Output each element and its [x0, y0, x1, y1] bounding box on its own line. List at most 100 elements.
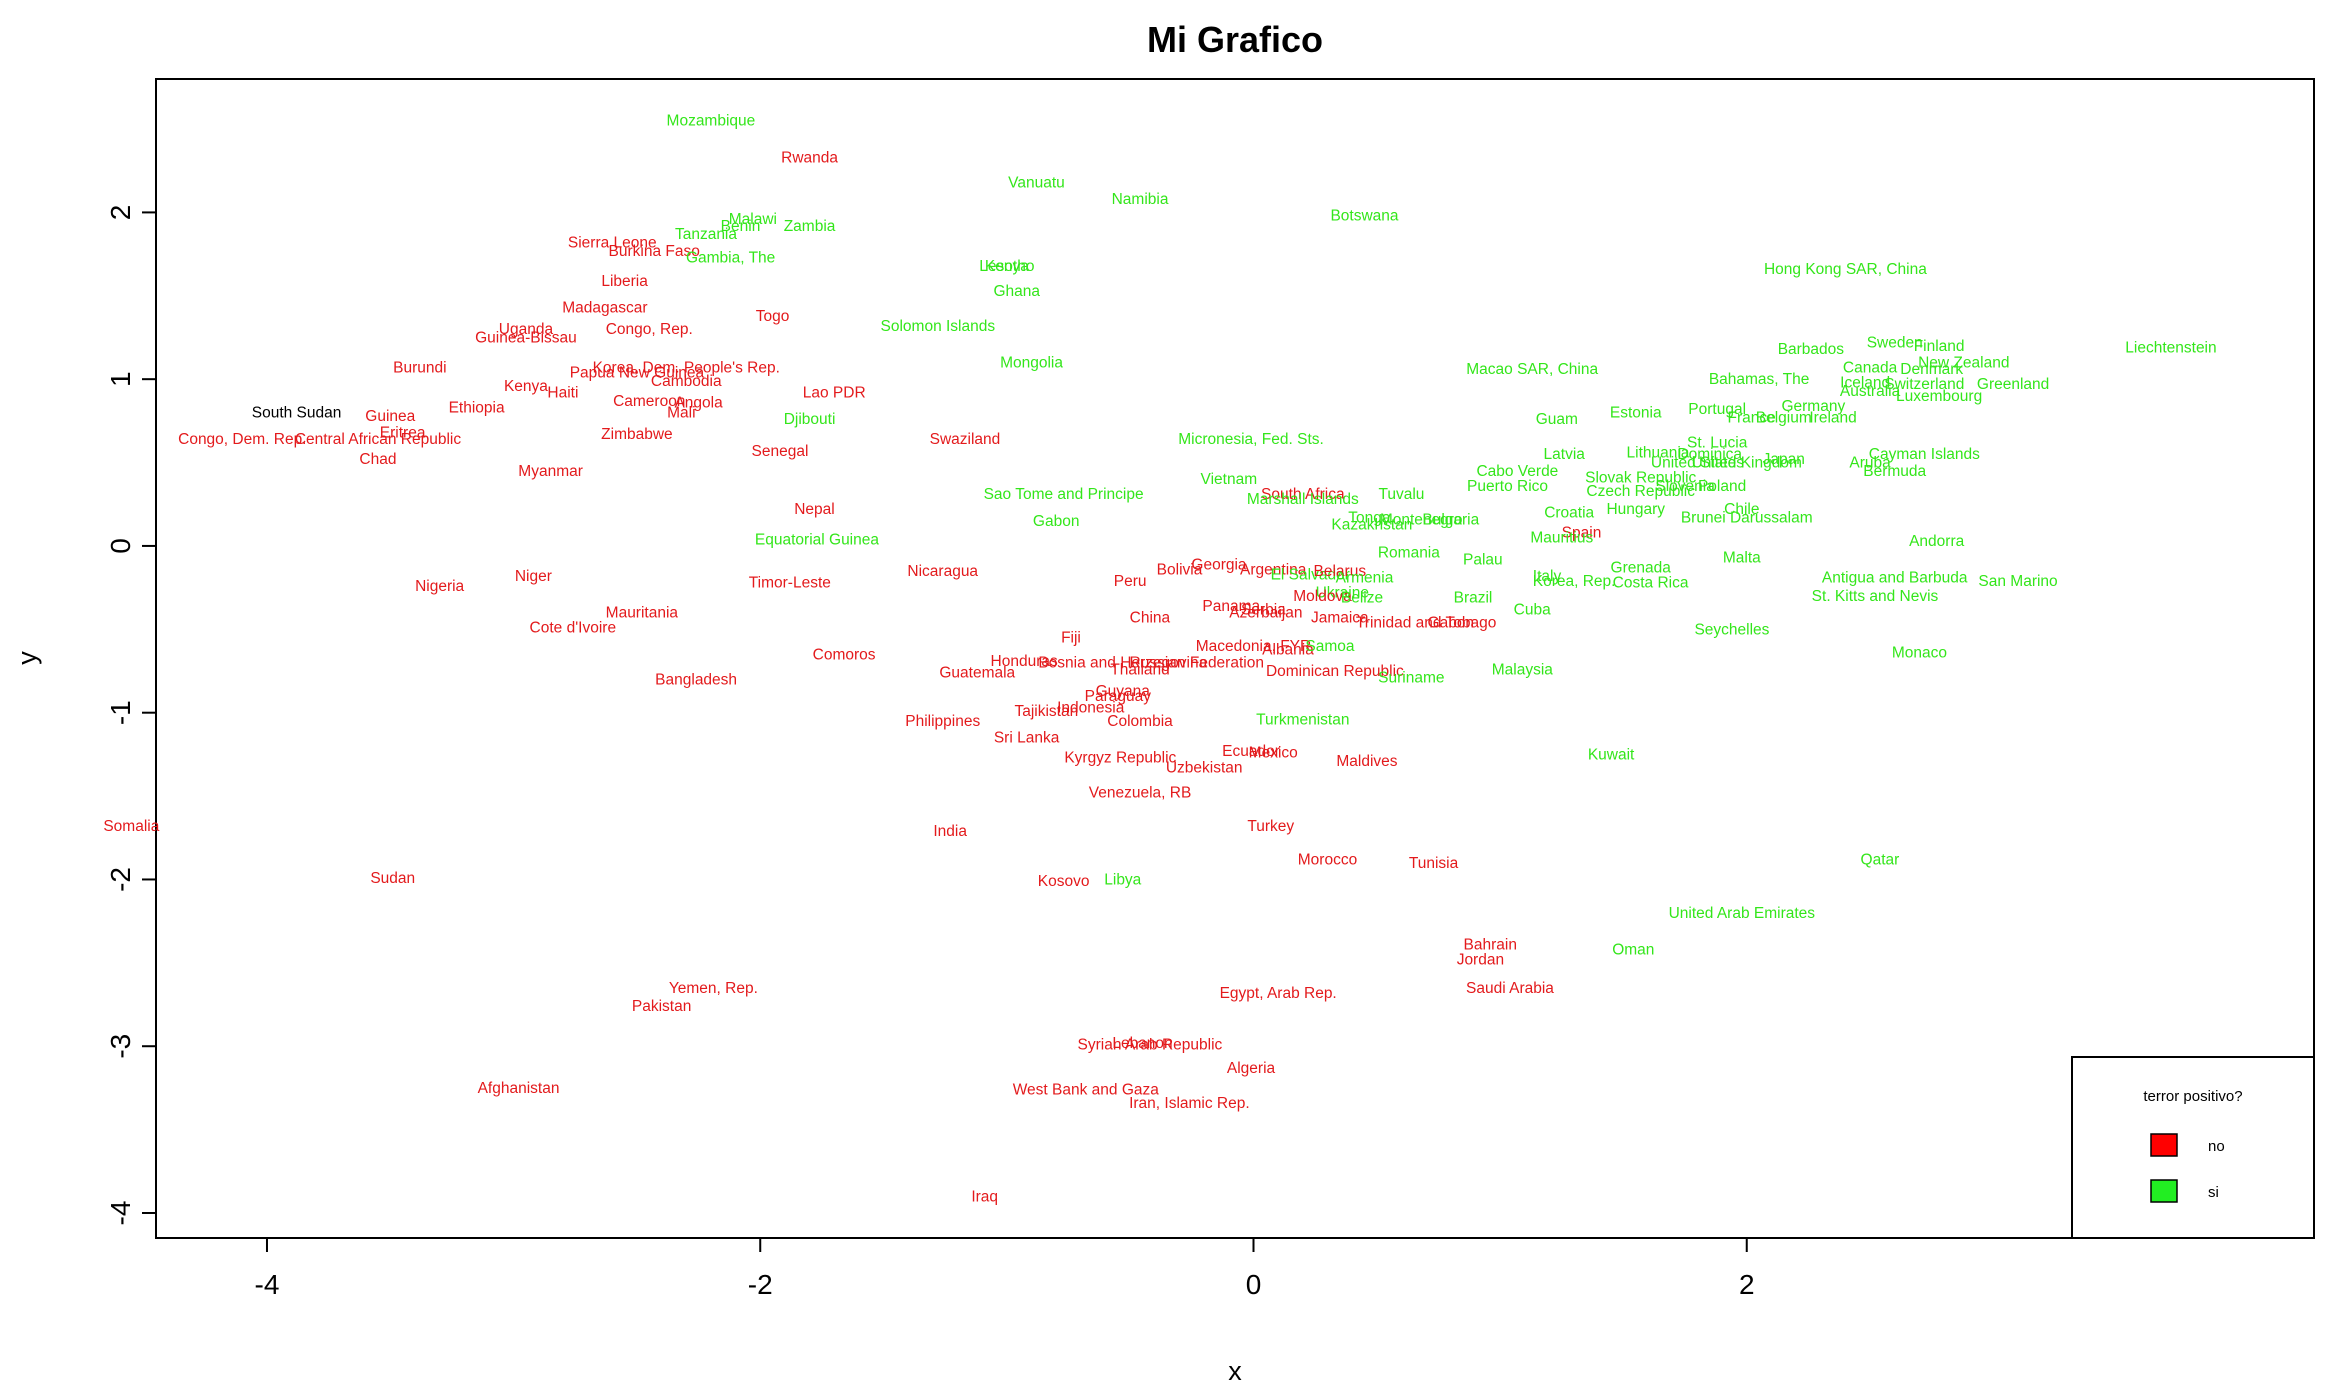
point-label: Cabo Verde: [1476, 463, 1558, 480]
point-label: Comoros: [813, 646, 876, 663]
point-label: Slovenia: [1655, 478, 1715, 495]
point-label: Mauritania: [606, 605, 679, 622]
point-label: Togo: [756, 308, 790, 325]
data-points: Mozambique Rwanda Vanuatu Namibia Botswana Ma…: [103, 113, 2216, 1206]
legend-title: terror positivo?: [2143, 1088, 2242, 1105]
point-label: Thailand: [1110, 661, 1169, 678]
point-label: Senegal: [752, 443, 809, 460]
point-label: Zimbabwe: [601, 426, 673, 443]
point-label: Ethiopia: [449, 400, 505, 417]
point-label: Oman: [1612, 942, 1654, 959]
point-label: China: [1130, 610, 1171, 627]
point-label: Latvia: [1544, 446, 1586, 463]
point-label: St. Lucia: [1687, 435, 1748, 452]
point-label: Kenya: [985, 258, 1029, 275]
point-label: Sweden: [1867, 334, 1923, 351]
y-tick-label: 0: [105, 538, 136, 554]
point-label: Monaco: [1892, 645, 1947, 662]
point-label: Malaysia: [1492, 661, 1554, 678]
point-label: Tuvalu: [1378, 486, 1424, 503]
point-label: Bosnia and Herzegovina: [1038, 655, 1207, 672]
point-label: France: [1728, 410, 1776, 427]
point-label: Grenada: [1611, 560, 1672, 577]
point-label: India: [933, 823, 967, 840]
point-label: Congo, Dem. Rep.: [178, 431, 306, 448]
point-label: Syrian Arab Republic: [1078, 1037, 1223, 1054]
point-label: Botswana: [1330, 208, 1398, 225]
point-label: Mexico: [1249, 745, 1298, 762]
point-label: Kenya: [504, 378, 548, 395]
point-label: Chile: [1724, 501, 1759, 518]
x-axis: -4 -2 0 2: [255, 1238, 1755, 1300]
point-label: Cuba: [1514, 601, 1551, 618]
point-label: Libya: [1104, 871, 1141, 888]
point-label: Canada: [1843, 359, 1898, 376]
x-tick-label: -4: [255, 1269, 280, 1300]
point-label: Antigua and Barbuda: [1822, 570, 1968, 587]
point-label: Venezuela, RB: [1089, 785, 1192, 802]
point-label: Finland: [1914, 338, 1965, 355]
point-label: Albania: [1262, 641, 1314, 658]
y-tick-label: -4: [105, 1201, 136, 1226]
point-label: Bahamas, The: [1709, 371, 1810, 388]
point-label: Dominica: [1677, 446, 1742, 463]
point-label: South Sudan: [252, 405, 342, 422]
point-label: San Marino: [1978, 573, 2057, 590]
point-label: Philippines: [905, 713, 980, 730]
point-label: Micronesia, Fed. Sts.: [1178, 431, 1324, 448]
point-label: Honduras: [991, 653, 1058, 670]
point-label: Lao PDR: [803, 385, 866, 402]
legend: terror positivo? no si: [2071, 1056, 2315, 1239]
point-label: Azerbaijan: [1229, 605, 1302, 622]
point-label: Mozambique: [667, 113, 756, 130]
point-label: Central African Republic: [295, 431, 462, 448]
point-label: Seychelles: [1694, 621, 1769, 638]
point-label: St. Kitts and Nevis: [1812, 588, 1939, 605]
point-label: Romania: [1378, 545, 1440, 562]
point-label: Turkmenistan: [1256, 711, 1349, 728]
point-label: Gambia, The: [686, 249, 775, 266]
point-label: Belize: [1341, 590, 1383, 607]
point-label: Nepal: [794, 501, 835, 518]
point-label: Myanmar: [518, 463, 583, 480]
point-label: Armenia: [1336, 570, 1394, 587]
point-label: South Africa: [1261, 486, 1345, 503]
point-label: Liechtenstein: [2125, 339, 2216, 356]
point-label: Madagascar: [562, 299, 647, 316]
point-label: Czech Republic: [1586, 483, 1695, 500]
point-label: Montenegro: [1380, 511, 1463, 528]
point-label: Switzerland: [1884, 376, 1964, 393]
point-label: Gabon: [1428, 615, 1475, 632]
point-label: Chad: [359, 451, 396, 468]
point-label: Vanuatu: [1008, 174, 1065, 191]
x-tick-label: 2: [1739, 1269, 1755, 1300]
point-label: Macedonia, FYR: [1196, 638, 1311, 655]
point-label: Maldives: [1336, 753, 1397, 770]
point-label: Tonga: [1348, 510, 1391, 527]
point-label: Haiti: [547, 385, 578, 402]
point-label: Guatemala: [939, 665, 1015, 682]
point-label: Algeria: [1227, 1060, 1276, 1077]
point-label: Ireland: [1809, 410, 1856, 427]
point-label: Aruba: [1849, 455, 1891, 472]
point-label: Namibia: [1112, 191, 1169, 208]
point-label: West Bank and Gaza: [1013, 1082, 1160, 1099]
point-label: Zambia: [784, 218, 836, 235]
point-label: Ecuador: [1222, 743, 1280, 760]
point-label: Paraguay: [1085, 688, 1152, 705]
point-label: Ukraine: [1316, 585, 1369, 602]
point-label: Barbados: [1778, 341, 1845, 358]
point-label: Belgium: [1756, 410, 1812, 427]
point-label: Iraq: [971, 1188, 998, 1205]
point-label: Jordan: [1457, 952, 1504, 969]
y-axis: -4 -3 -2 -1 0 1 2: [105, 205, 156, 1226]
point-label: Jamaica: [1311, 610, 1369, 627]
legend-box: [2071, 1056, 2315, 1239]
point-label: Burundi: [393, 359, 446, 376]
point-label: Iran, Islamic Rep.: [1129, 1095, 1250, 1112]
chart-title: Mi Grafico: [1147, 19, 1323, 60]
point-label: Greenland: [1977, 376, 2049, 393]
point-label: Spain: [1562, 525, 1602, 542]
point-label: United States: [1651, 455, 1744, 472]
point-label: Samoa: [1305, 638, 1354, 655]
